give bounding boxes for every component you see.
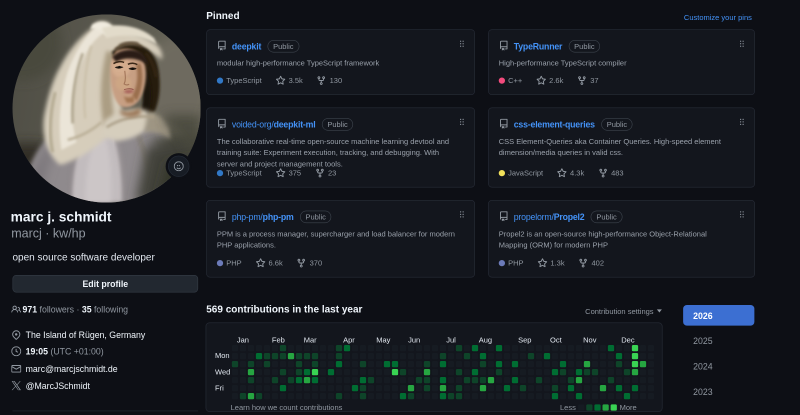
svg-text:Aug: Aug [479,336,492,345]
svg-text:Sep: Sep [518,336,531,345]
svg-text:Apr: Apr [343,336,355,345]
svg-text:Jan: Jan [237,336,249,345]
svg-text:Dec: Dec [621,336,635,345]
svg-text:Jun: Jun [408,336,420,345]
svg-text:May: May [376,336,390,345]
svg-text:Wed: Wed [215,367,230,376]
svg-text:Mon: Mon [215,351,230,360]
svg-text:Feb: Feb [272,336,285,345]
svg-text:Jul: Jul [446,336,456,345]
svg-text:Fri: Fri [215,384,224,393]
svg-text:Nov: Nov [583,336,597,345]
svg-text:Mar: Mar [304,336,317,345]
svg-text:Oct: Oct [550,336,563,345]
